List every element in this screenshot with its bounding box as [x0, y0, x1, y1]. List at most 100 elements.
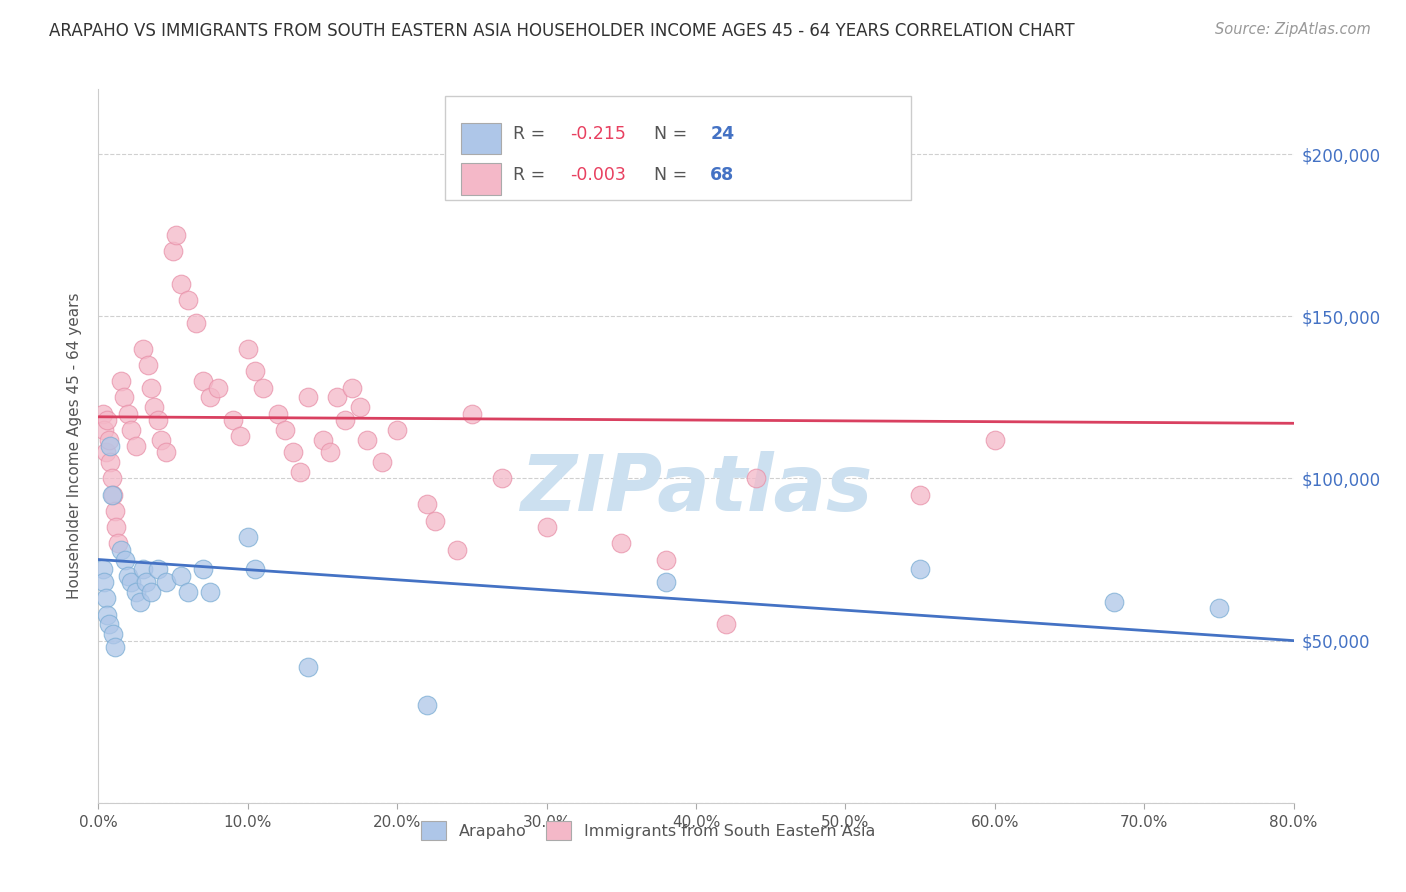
- Point: [191, 562, 214, 576]
- Point: [274, 423, 297, 437]
- Point: [136, 358, 159, 372]
- Point: [416, 497, 439, 511]
- Point: [120, 575, 142, 590]
- Point: [148, 562, 170, 576]
- Point: [107, 536, 129, 550]
- Point: [93, 575, 115, 590]
- Point: [714, 617, 737, 632]
- Point: [371, 455, 394, 469]
- Point: [610, 536, 633, 550]
- Point: [245, 562, 267, 576]
- Point: [908, 488, 931, 502]
- Point: [94, 445, 117, 459]
- Bar: [461, 163, 501, 194]
- Point: [297, 659, 319, 673]
- Point: [105, 520, 128, 534]
- Point: [416, 698, 439, 713]
- Point: [191, 374, 214, 388]
- Point: [129, 595, 152, 609]
- Point: [125, 585, 148, 599]
- Point: [446, 542, 468, 557]
- Point: [491, 471, 513, 485]
- Point: [461, 407, 484, 421]
- Point: [125, 439, 148, 453]
- Point: [103, 627, 125, 641]
- Point: [252, 381, 274, 395]
- Point: [1208, 601, 1230, 615]
- Point: [96, 607, 118, 622]
- Point: [98, 455, 122, 469]
- Point: [112, 390, 135, 404]
- Point: [349, 400, 371, 414]
- Bar: [461, 123, 501, 154]
- Text: 24: 24: [710, 125, 734, 143]
- Point: [91, 407, 114, 421]
- Text: ZIPatlas: ZIPatlas: [520, 450, 872, 527]
- Point: [177, 585, 200, 599]
- Point: [132, 562, 155, 576]
- Point: [536, 520, 558, 534]
- Point: [288, 465, 311, 479]
- FancyBboxPatch shape: [446, 96, 911, 200]
- Text: 68: 68: [710, 166, 734, 184]
- Point: [177, 293, 200, 307]
- Point: [1104, 595, 1126, 609]
- Point: [135, 575, 157, 590]
- Point: [984, 433, 1007, 447]
- Y-axis label: Householder Income Ages 45 - 64 years: Householder Income Ages 45 - 64 years: [67, 293, 83, 599]
- Text: -0.003: -0.003: [571, 166, 626, 184]
- Point: [101, 488, 124, 502]
- Point: [104, 504, 127, 518]
- Point: [326, 390, 349, 404]
- Legend: Arapaho, Immigrants from South Eastern Asia: Arapaho, Immigrants from South Eastern A…: [415, 815, 882, 847]
- Point: [101, 471, 124, 485]
- Point: [655, 552, 678, 566]
- Point: [142, 400, 165, 414]
- Point: [311, 433, 333, 447]
- Point: [200, 585, 222, 599]
- Point: [150, 433, 173, 447]
- Point: [267, 407, 290, 421]
- Text: R =: R =: [513, 166, 551, 184]
- Point: [745, 471, 768, 485]
- Point: [155, 575, 177, 590]
- Point: [184, 316, 207, 330]
- Point: [110, 374, 132, 388]
- Point: [139, 381, 162, 395]
- Text: N =: N =: [654, 166, 693, 184]
- Point: [236, 530, 259, 544]
- Point: [155, 445, 177, 459]
- Point: [655, 575, 678, 590]
- Point: [222, 413, 245, 427]
- Text: -0.215: -0.215: [571, 125, 626, 143]
- Point: [356, 433, 378, 447]
- Point: [98, 439, 122, 453]
- Point: [91, 562, 114, 576]
- Point: [385, 423, 409, 437]
- Point: [229, 429, 252, 443]
- Point: [169, 568, 191, 582]
- Point: [162, 244, 184, 259]
- Point: [281, 445, 304, 459]
- Point: [207, 381, 229, 395]
- Point: [342, 381, 364, 395]
- Point: [319, 445, 342, 459]
- Text: R =: R =: [513, 125, 551, 143]
- Point: [236, 342, 259, 356]
- Point: [97, 617, 120, 632]
- Point: [96, 413, 118, 427]
- Point: [110, 542, 132, 557]
- Point: [148, 413, 170, 427]
- Point: [245, 364, 267, 378]
- Point: [333, 413, 356, 427]
- Point: [103, 488, 125, 502]
- Point: [165, 228, 187, 243]
- Point: [423, 514, 446, 528]
- Point: [169, 277, 191, 291]
- Point: [117, 407, 139, 421]
- Point: [139, 585, 162, 599]
- Point: [120, 423, 142, 437]
- Text: N =: N =: [654, 125, 693, 143]
- Point: [117, 568, 139, 582]
- Text: ARAPAHO VS IMMIGRANTS FROM SOUTH EASTERN ASIA HOUSEHOLDER INCOME AGES 45 - 64 YE: ARAPAHO VS IMMIGRANTS FROM SOUTH EASTERN…: [49, 22, 1074, 40]
